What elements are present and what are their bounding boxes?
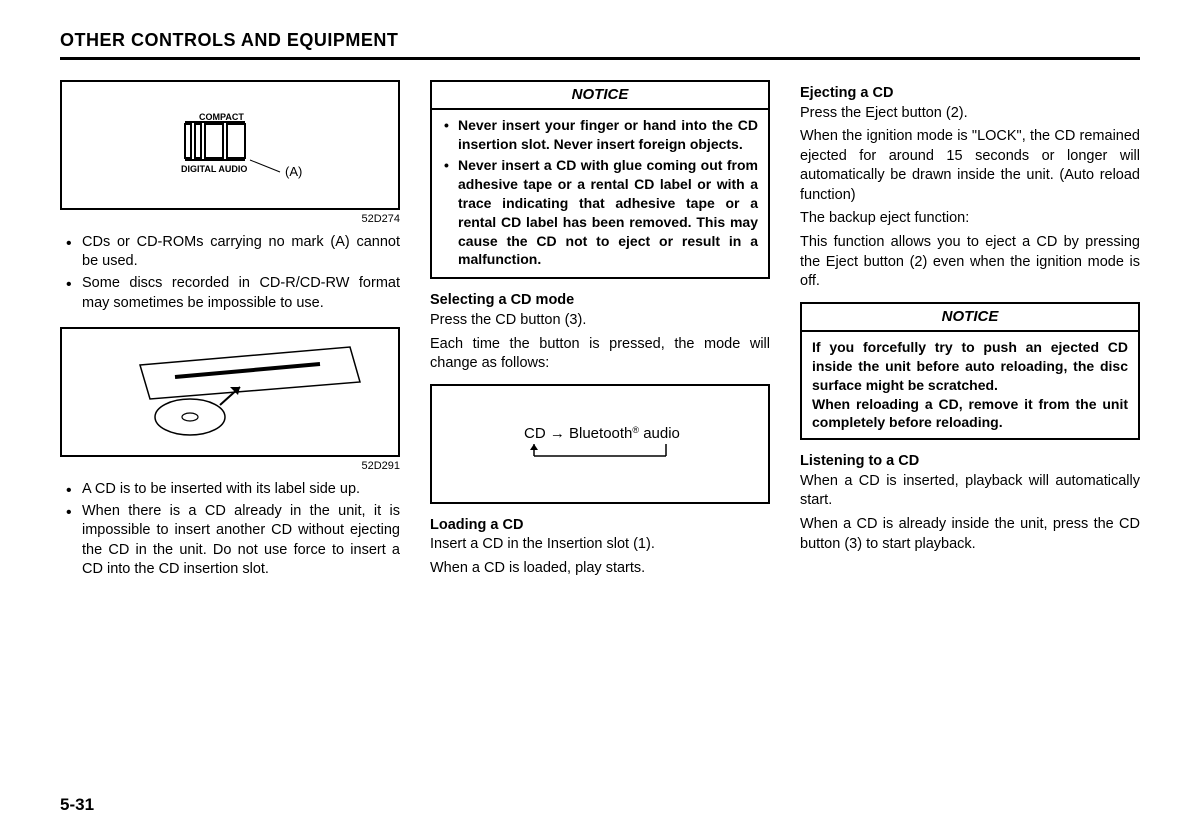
figure-1-caption: 52D274	[60, 212, 400, 227]
selecting-cd-text: Each time the button is pressed, the mod…	[430, 335, 770, 374]
bullet-item: A CD is to be inserted with its label si…	[60, 480, 400, 500]
cd-insert-svg	[80, 337, 380, 447]
column-1: COMPACT DIGITAL AUDIO (A) 52D274 CDs or …	[60, 80, 400, 594]
notice-box-1: NOTICE Never insert your finger or hand …	[430, 80, 770, 279]
bullet-list-2: A CD is to be inserted with its label si…	[60, 480, 400, 580]
ejecting-cd-text: When the ignition mode is "LOCK", the CD…	[800, 127, 1140, 205]
notice-title: NOTICE	[432, 82, 768, 110]
loading-cd-text: When a CD is loaded, play starts.	[430, 559, 770, 579]
mode-cycle-figure: CD → Bluetooth® audio	[430, 384, 770, 504]
loading-cd-text: Insert a CD in the Insertion slot (1).	[430, 535, 770, 555]
notice-item: Never insert your finger or hand into th…	[442, 116, 758, 154]
notice-body: Never insert your finger or hand into th…	[432, 110, 768, 277]
ejecting-cd-text: This function allows you to eject a CD b…	[800, 233, 1140, 292]
notice-title: NOTICE	[802, 304, 1138, 332]
page-title: OTHER CONTROLS AND EQUIPMENT	[60, 30, 1140, 60]
logo-marker: (A)	[285, 164, 302, 179]
content-columns: COMPACT DIGITAL AUDIO (A) 52D274 CDs or …	[60, 80, 1140, 594]
bullet-item: Some discs recorded in CD-R/CD-RW format…	[60, 274, 400, 313]
cd-logo-svg: COMPACT DIGITAL AUDIO (A)	[125, 100, 335, 190]
ejecting-cd-text: The backup eject function:	[800, 209, 1140, 229]
page-number: 5-31	[60, 795, 94, 815]
selecting-cd-text: Press the CD button (3).	[430, 311, 770, 331]
column-2: NOTICE Never insert your finger or hand …	[430, 80, 770, 594]
bullet-list-1: CDs or CD-ROMs carrying no mark (A) cann…	[60, 233, 400, 313]
listening-cd-heading: Listening to a CD	[800, 452, 1140, 472]
loading-cd-heading: Loading a CD	[430, 516, 770, 536]
listening-cd-text: When a CD is already inside the unit, pr…	[800, 515, 1140, 554]
notice-box-2: NOTICE If you forcefully try to push an …	[800, 302, 1140, 441]
figure-cd-insert	[60, 327, 400, 457]
listening-cd-text: When a CD is inserted, playback will aut…	[800, 472, 1140, 511]
logo-compact-text: COMPACT	[199, 112, 244, 122]
column-3: Ejecting a CD Press the Eject button (2)…	[800, 80, 1140, 594]
figure-2-caption: 52D291	[60, 459, 400, 474]
notice-item: Never insert a CD with glue coming out f…	[442, 156, 758, 269]
notice-text: When reloading a CD, remove it from the …	[812, 395, 1128, 433]
notice-text: If you forcefully try to push an ejected…	[812, 338, 1128, 395]
mode-cycle-svg: CD → Bluetooth® audio	[480, 404, 720, 484]
selecting-cd-heading: Selecting a CD mode	[430, 291, 770, 311]
ejecting-cd-heading: Ejecting a CD	[800, 84, 1140, 104]
bullet-item: When there is a CD already in the unit, …	[60, 502, 400, 580]
ejecting-cd-text: Press the Eject button (2).	[800, 104, 1140, 124]
mode-label: CD → Bluetooth® audio	[524, 425, 680, 442]
bullet-item: CDs or CD-ROMs carrying no mark (A) cann…	[60, 233, 400, 272]
notice-body: If you forcefully try to push an ejected…	[802, 332, 1138, 438]
logo-digital-text: DIGITAL AUDIO	[181, 164, 247, 174]
figure-cd-logo: COMPACT DIGITAL AUDIO (A)	[60, 80, 400, 210]
